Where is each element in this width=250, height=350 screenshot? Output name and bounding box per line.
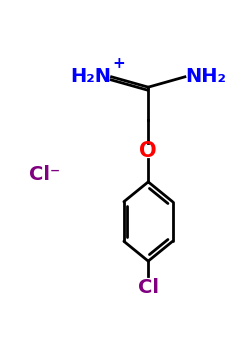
Text: NH₂: NH₂ (185, 67, 226, 86)
Text: Cl⁻: Cl⁻ (29, 166, 60, 184)
Text: O: O (140, 141, 157, 161)
Text: H₂N: H₂N (70, 67, 112, 86)
Text: +: + (113, 56, 126, 71)
Text: Cl: Cl (138, 278, 159, 297)
